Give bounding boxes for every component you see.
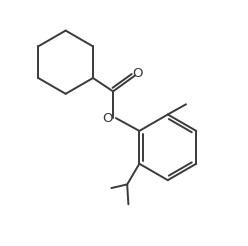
Text: O: O (133, 67, 143, 80)
Text: O: O (102, 112, 113, 125)
